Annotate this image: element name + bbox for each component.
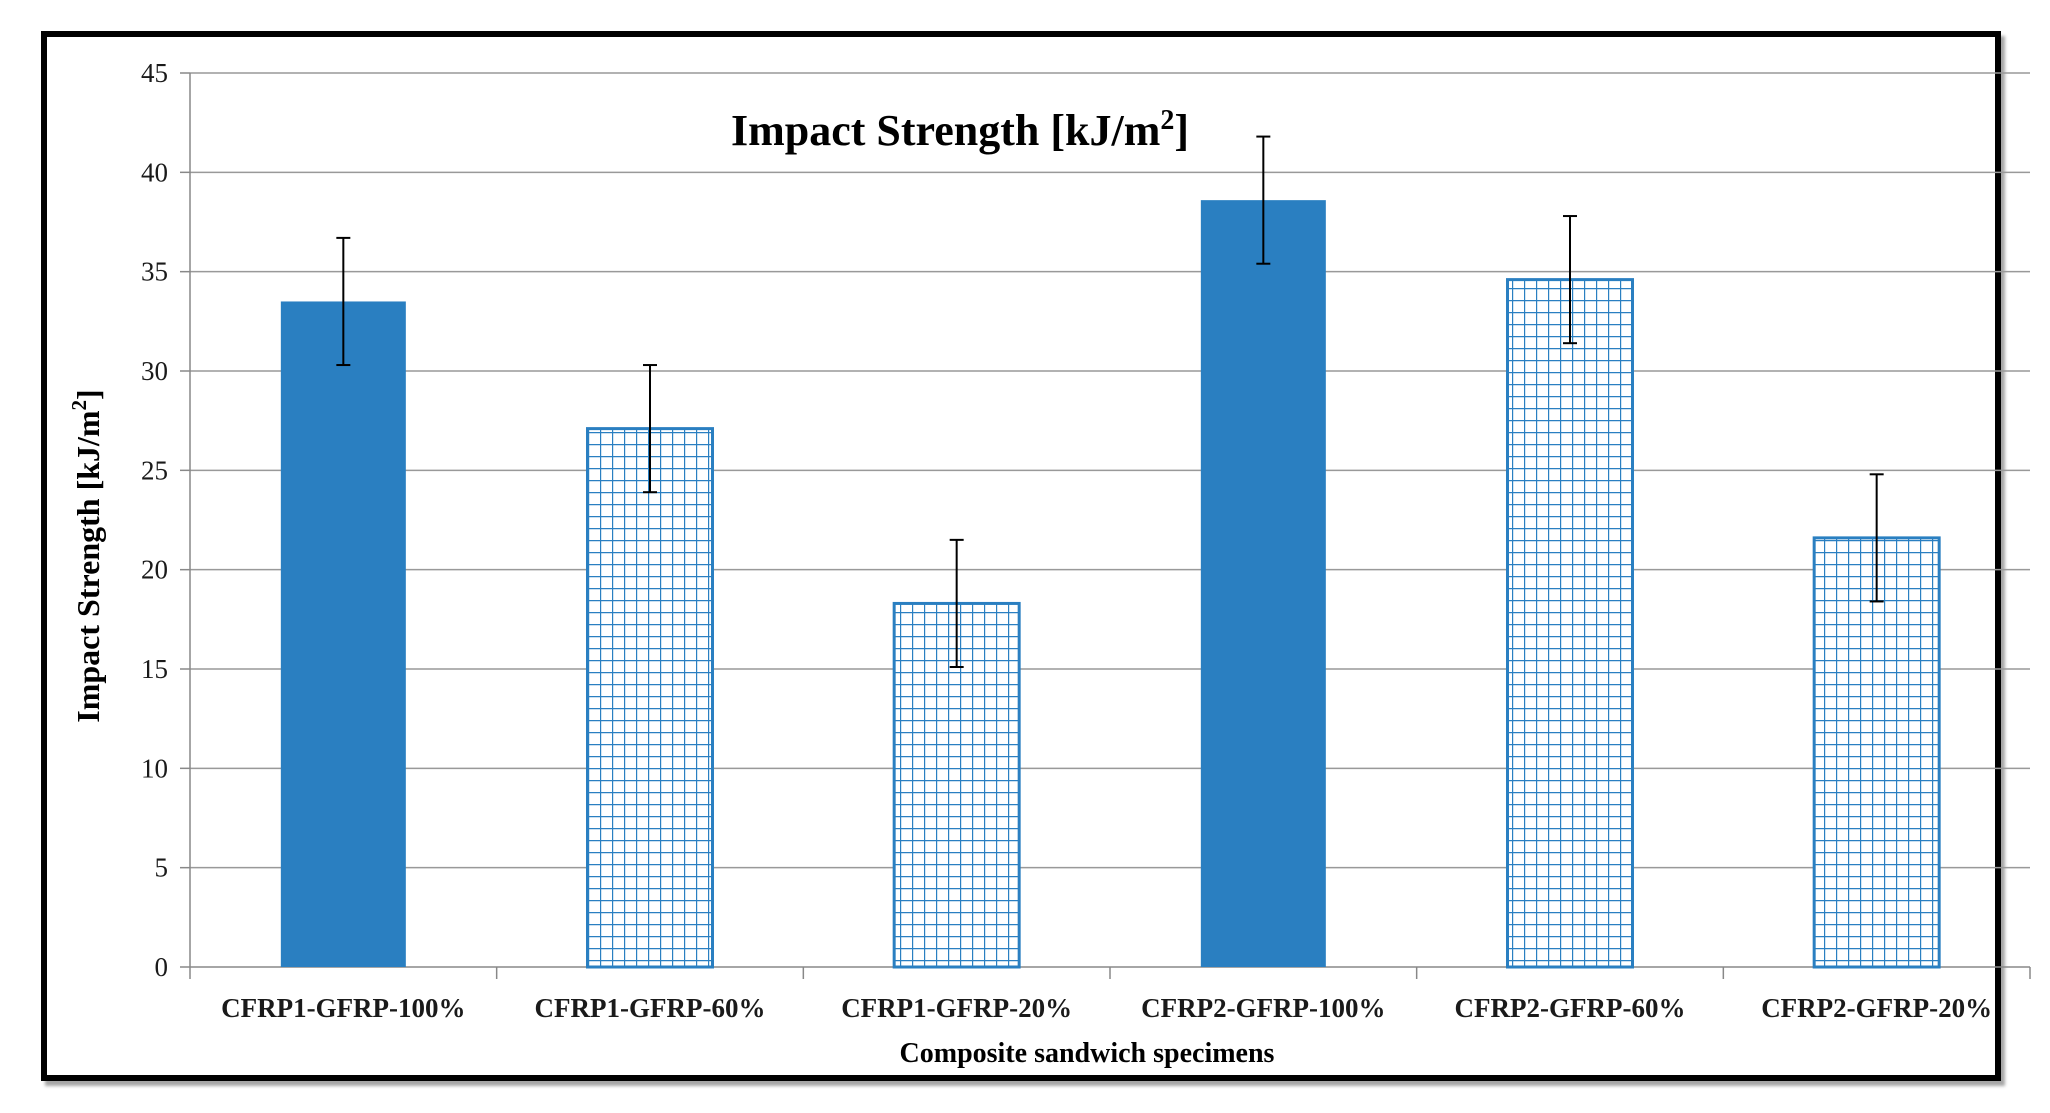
y-tick-label: 5 (155, 853, 169, 883)
x-tick-labels: CFRP1-GFRP-100% CFRP1-GFRP-60% CFRP1-GFRP-… (221, 993, 1992, 1023)
axes (180, 72, 2031, 979)
bar-CFRP2-GFRP-20% (1812, 536, 1941, 969)
y-tick-label: 40 (141, 157, 168, 187)
y-tick-labels: 0 5 10 15 20 25 30 35 40 45 (141, 58, 168, 982)
chart-title: Impact Strength [kJ/m2] (731, 105, 1189, 155)
x-tick-label: CFRP1-GFRP-100% (221, 993, 465, 1023)
bar-CFRP1-GFRP-100% (280, 301, 406, 967)
x-tick-label: CFRP2-GFRP-20% (1761, 993, 1992, 1023)
bar-CFRP1-GFRP-60% (586, 427, 714, 969)
y-tick-label: 10 (141, 753, 168, 783)
y-tick-label: 35 (141, 257, 168, 287)
x-axis-title: Composite sandwich specimens (900, 1038, 1275, 1069)
error-bars (336, 135, 1884, 669)
y-tick-label: 15 (141, 654, 168, 684)
x-tick-label: CFRP1-GFRP-60% (535, 993, 766, 1023)
gridlines (190, 72, 2030, 869)
x-tick-label: CFRP2-GFRP-60% (1455, 993, 1686, 1023)
y-tick-label: 30 (141, 356, 168, 386)
y-axis-title: Impact Strength [kJ/m2] (67, 389, 106, 722)
y-tick-label: 0 (155, 952, 169, 982)
y-tick-label: 45 (141, 58, 168, 88)
bar-CFRP2-GFRP-60% (1506, 278, 1634, 969)
x-tick-label: CFRP1-GFRP-20% (841, 993, 1072, 1023)
y-tick-label: 20 (141, 555, 168, 585)
x-tick-label: CFRP2-GFRP-100% (1141, 993, 1385, 1023)
y-tick-label: 25 (141, 455, 168, 485)
bars (280, 200, 1941, 969)
bar-CFRP2-GFRP-100% (1200, 200, 1326, 967)
